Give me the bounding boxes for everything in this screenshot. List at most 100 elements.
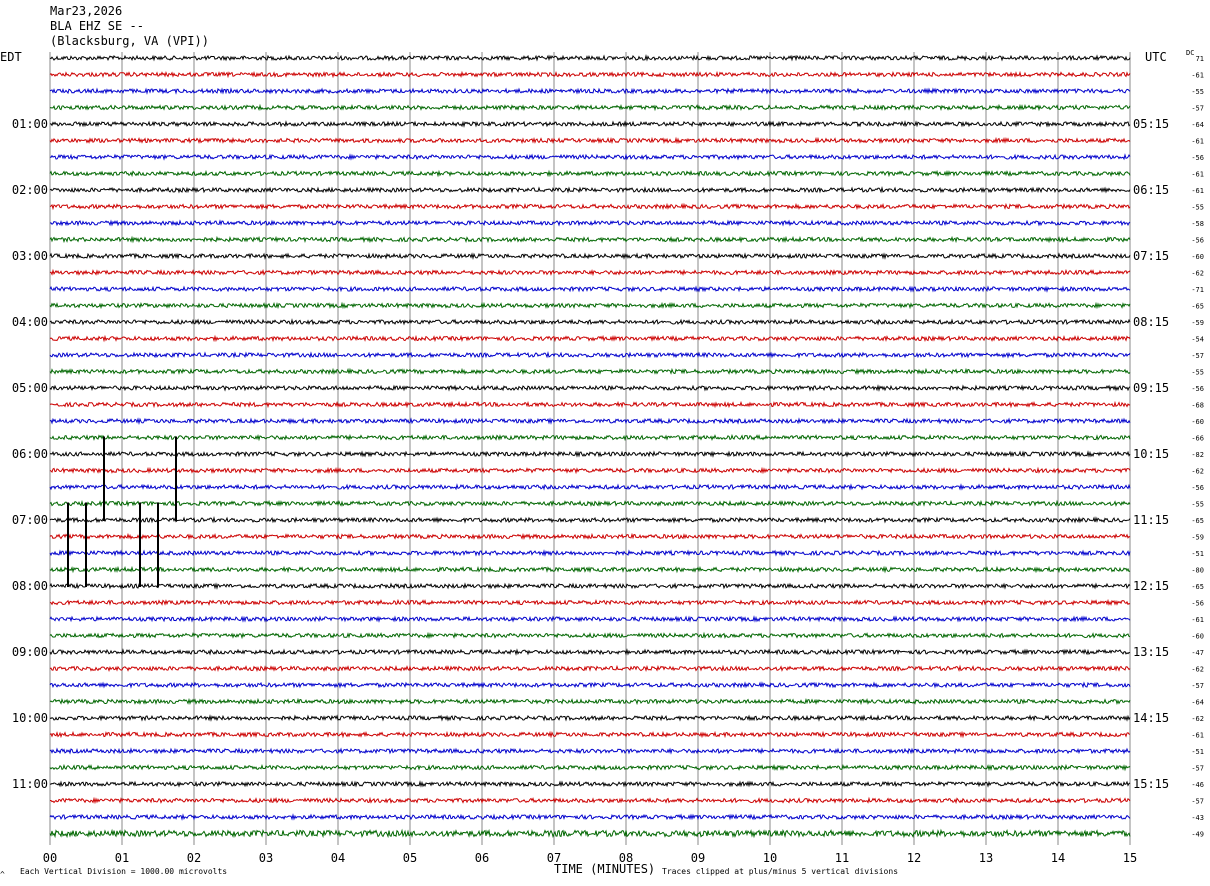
corner-mark: ^ (0, 870, 5, 879)
dc-offset-label: -56 (1191, 385, 1204, 393)
trace-row-15 (49, 285, 1131, 293)
dc-offset-label: -62 (1191, 666, 1204, 674)
trace-row-25 (49, 450, 1131, 458)
trace-row-10 (49, 202, 1131, 211)
trace-row-14 (49, 268, 1131, 277)
dc-offset-label: -61 (1191, 187, 1204, 195)
trace-row-12 (49, 235, 1131, 244)
dc-offset-label: -56 (1191, 600, 1204, 608)
left-hour-label: 03:00 (12, 249, 48, 263)
trace-row-21 (49, 384, 1131, 392)
x-tick-label: 04 (331, 851, 345, 865)
x-tick-label: 15 (1123, 851, 1137, 865)
dc-offset-label: -56 (1191, 484, 1204, 492)
x-tick-label: 02 (187, 851, 201, 865)
dc-offset-label: -57 (1191, 682, 1204, 690)
location-label: (Blacksburg, VA (VPI)) (50, 34, 209, 48)
dc-offset-label: -60 (1191, 253, 1204, 261)
trace-row-35 (49, 615, 1131, 623)
dc-offset-label: -55 (1191, 501, 1204, 509)
trace-row-40 (49, 697, 1131, 706)
trace-row-20 (49, 367, 1131, 376)
dc-offset-label: -54 (1191, 336, 1204, 344)
trace-row-16 (49, 301, 1131, 310)
trace-row-29 (49, 516, 1131, 524)
trace-row-39 (49, 681, 1131, 689)
trace-row-6 (49, 136, 1131, 145)
dc-offset-label: -61 (1191, 616, 1204, 624)
trace-row-19 (49, 351, 1131, 359)
dc-offset-label: -49 (1191, 831, 1204, 839)
trace-row-2 (49, 70, 1131, 79)
x-tick-label: 13 (979, 851, 993, 865)
x-tick-label: 07 (547, 851, 561, 865)
trace-row-44 (49, 763, 1131, 772)
dc-offset-label: -57 (1191, 765, 1204, 773)
trace-row-22 (49, 400, 1131, 409)
dc-offset-label: -59 (1191, 534, 1204, 542)
dc-offset-label: -64 (1191, 699, 1204, 707)
dc-offset-label: -61 (1191, 138, 1204, 146)
trace-row-43 (49, 747, 1131, 755)
trace-row-31 (49, 549, 1131, 557)
left-hour-label: 05:00 (12, 381, 48, 395)
right-hour-label: 12:15 (1133, 579, 1169, 593)
dc-offset-label: -51 (1191, 550, 1204, 558)
left-timezone-label: EDT (0, 50, 22, 64)
dc-offset-label: -61 (1191, 72, 1204, 80)
trace-row-9 (49, 186, 1131, 194)
trace-row-45 (49, 780, 1131, 788)
left-hour-label: 08:00 (12, 579, 48, 593)
trace-row-5 (49, 120, 1131, 128)
dc-offset-label: -46 (1191, 781, 1204, 789)
dc-offset-label: -57 (1191, 798, 1204, 806)
dc-offset-label: -55 (1191, 88, 1204, 96)
station-label: BLA EHZ SE -- (50, 19, 144, 33)
trace-row-26 (49, 466, 1131, 475)
dc-offset-label: -60 (1191, 633, 1204, 641)
dc-offset-label: -56 (1191, 154, 1204, 162)
dc-offset-label: -43 (1191, 814, 1204, 822)
trace-row-24 (49, 433, 1131, 442)
trace-row-18 (49, 334, 1131, 343)
trace-row-46 (50, 796, 1131, 805)
dc-offset-label: -71 (1191, 286, 1204, 294)
trace-row-28 (49, 499, 1131, 508)
dc-offset-label: -64 (1191, 121, 1204, 129)
dc-offset-label: -65 (1191, 517, 1204, 525)
right-hour-label: 07:15 (1133, 249, 1169, 263)
dc-offset-label: -55 (1191, 204, 1204, 212)
date-label: Mar23,2026 (50, 4, 123, 18)
left-hour-label: 06:00 (12, 447, 48, 461)
right-timezone-label: UTC (1145, 50, 1167, 64)
dc-label: DC (1186, 49, 1195, 57)
trace-row-4 (49, 103, 1131, 112)
x-tick-label: 00 (43, 851, 57, 865)
dc-offset-label: -55 (1191, 369, 1204, 377)
trace-row-47 (49, 813, 1131, 821)
dc-offset-label: -62 (1191, 468, 1204, 476)
trace-row-27 (49, 483, 1131, 491)
dc-offset-label: -61 (1191, 171, 1204, 179)
dc-offset-label: -65 (1191, 303, 1204, 311)
trace-row-3 (49, 87, 1131, 95)
dc-offset-label: -68 (1191, 402, 1204, 410)
right-hour-label: 06:15 (1133, 183, 1169, 197)
trace-row-23 (49, 417, 1131, 425)
trace-row-41 (49, 714, 1131, 722)
trace-row-34 (49, 598, 1131, 607)
dc-offset-label: -60 (1191, 418, 1204, 426)
trace-row-38 (49, 664, 1131, 673)
right-hour-label: 05:15 (1133, 117, 1169, 131)
trace-row-30 (49, 532, 1131, 541)
clip-note: Traces clipped at plus/minus 5 vertical … (662, 867, 899, 876)
x-axis-label: TIME (MINUTES) (554, 862, 656, 876)
dc-offset-label: -59 (1191, 319, 1204, 327)
left-hour-label: 11:00 (12, 777, 48, 791)
trace-row-8 (49, 169, 1131, 178)
left-hour-label: 09:00 (12, 645, 48, 659)
dc-offset-label: -62 (1191, 270, 1204, 278)
x-tick-label: 10 (763, 851, 777, 865)
left-hour-label: 10:00 (12, 711, 48, 725)
